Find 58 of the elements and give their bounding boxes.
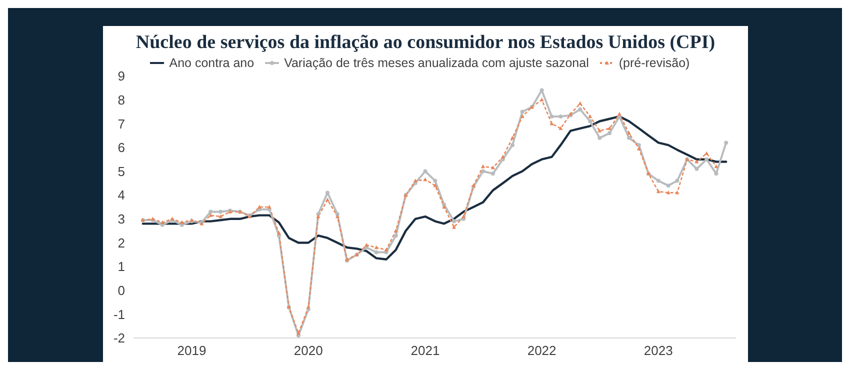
point [267, 204, 272, 209]
point [714, 164, 718, 168]
point [510, 136, 514, 140]
y-tick-label: 5 [118, 164, 125, 179]
point [462, 214, 466, 218]
point [326, 198, 330, 202]
point [578, 101, 582, 105]
point [218, 214, 223, 218]
y-tick-label: 4 [118, 188, 125, 203]
x-tick-label: 2020 [294, 343, 323, 358]
point [276, 231, 281, 235]
point [500, 154, 505, 159]
x-tick-label: 2023 [644, 343, 673, 358]
point [608, 126, 612, 130]
point [257, 204, 262, 209]
point [617, 112, 622, 116]
y-tick-label: 7 [118, 116, 125, 132]
legend-label: (pré-revisão) [618, 56, 690, 70]
y-tick-label: 0 [118, 282, 125, 298]
point [598, 128, 602, 132]
point [694, 160, 699, 164]
y-tick-label: -1 [113, 306, 125, 322]
y-tick-label: -2 [113, 330, 125, 346]
y-tick-label: 6 [118, 140, 125, 156]
point [666, 190, 670, 194]
point [481, 164, 486, 168]
point [296, 331, 300, 335]
point [452, 225, 456, 229]
point [558, 126, 563, 130]
chart-title: Núcleo de serviços da inflação ao consumidor nos Estados Unidos (CPI) [134, 32, 716, 54]
point [394, 228, 398, 232]
y-tick-label: 9 [118, 68, 125, 84]
y-tick-label: 8 [118, 92, 125, 108]
point [433, 183, 438, 188]
point [384, 248, 388, 252]
point [627, 130, 632, 135]
point [413, 178, 418, 182]
point [656, 189, 660, 194]
point [306, 304, 310, 309]
x-tick-label: 2022 [527, 343, 556, 358]
legend-label: Variação de três meses anualizada com ajuste sazonal [284, 56, 589, 70]
point [636, 146, 641, 150]
x-tick-label: 2021 [410, 343, 440, 358]
point [588, 114, 592, 118]
point [540, 98, 544, 102]
legend-label: Ano contra ano [169, 56, 254, 70]
point [208, 213, 213, 217]
point [490, 166, 495, 170]
point [374, 245, 378, 250]
point [704, 151, 709, 156]
point [180, 220, 184, 224]
y-tick-label: 3 [118, 212, 125, 227]
point [675, 190, 680, 194]
y-tick-label: 2 [118, 235, 125, 250]
point [520, 114, 524, 118]
y-tick-label: 1 [118, 259, 125, 274]
x-tick-label: 2019 [177, 343, 206, 358]
point [160, 220, 164, 224]
